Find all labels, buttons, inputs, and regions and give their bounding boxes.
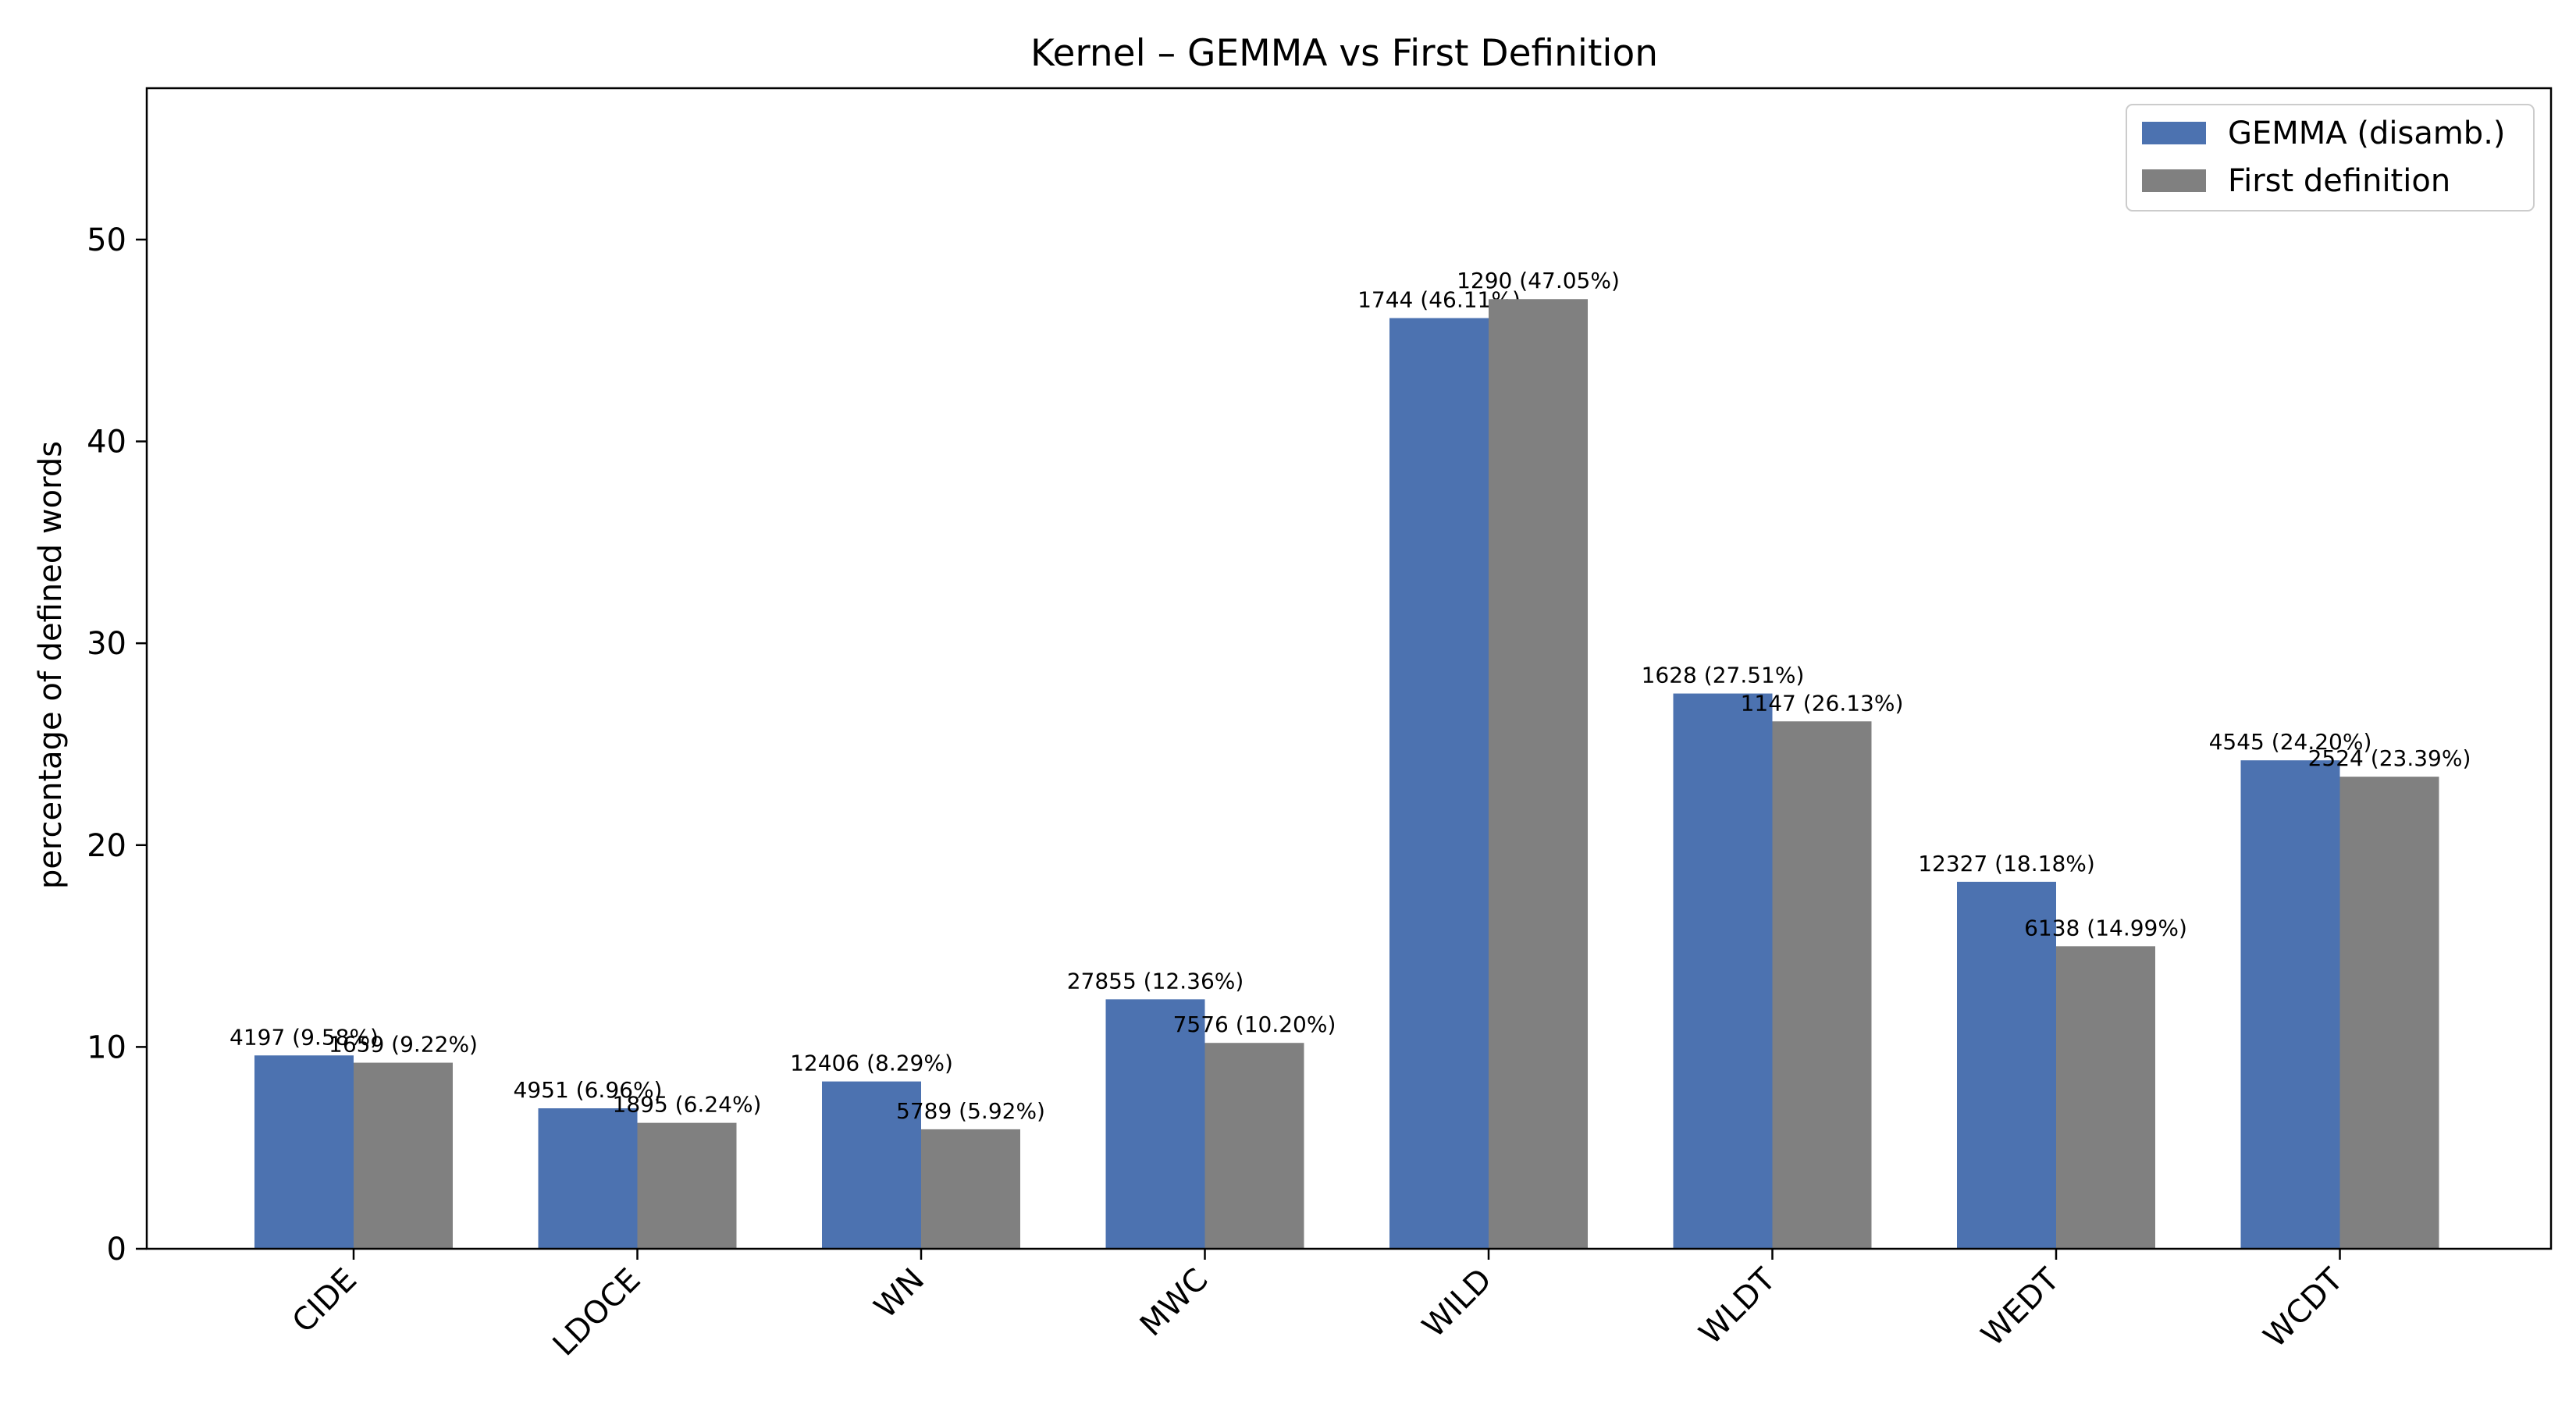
bar <box>1489 299 1588 1249</box>
y-tick-label: 40 <box>87 425 126 460</box>
bar <box>1772 721 1872 1249</box>
x-tick-label: WLDT <box>1692 1261 1783 1352</box>
bar-value-label: 4951 (6.96%) <box>514 1077 663 1103</box>
x-tick-label: CIDE <box>286 1262 364 1340</box>
axes-frame <box>145 87 2553 1250</box>
legend-label: First definition <box>2228 163 2450 199</box>
bar <box>2240 760 2340 1249</box>
x-tick-label: WCDT <box>2257 1261 2350 1355</box>
x-tick-label: WILD <box>1416 1262 1499 1345</box>
bar-value-label: 5789 (5.92%) <box>896 1098 1045 1124</box>
bar <box>538 1108 638 1249</box>
bar <box>822 1081 921 1249</box>
bar <box>921 1129 1020 1249</box>
bar <box>254 1055 354 1249</box>
bar <box>2339 777 2439 1249</box>
bar-value-label: 2524 (23.39%) <box>2308 745 2471 771</box>
bar-value-label: 12406 (8.29%) <box>790 1051 953 1076</box>
bar-value-label: 27855 (12.36%) <box>1067 968 1244 994</box>
bar <box>354 1062 453 1249</box>
y-tick-label: 10 <box>87 1029 126 1065</box>
legend-box <box>2126 104 2535 212</box>
legend-swatch <box>2142 122 2206 144</box>
y-tick-label: 0 <box>107 1232 126 1268</box>
bar <box>1673 693 1773 1249</box>
bar-value-label: 1628 (27.51%) <box>1642 663 1805 688</box>
bar-value-label: 1290 (47.05%) <box>1457 268 1620 293</box>
bar <box>637 1122 737 1249</box>
bar-value-label: 1659 (9.22%) <box>329 1032 478 1058</box>
bar <box>2056 946 2155 1249</box>
chart-title: Kernel – GEMMA vs First Definition <box>1030 32 1658 75</box>
plot-area: 4197 (9.58%) 4951 (6.96%) 12406 (8.29%) 278… <box>87 87 2553 1364</box>
bar-value-label: 4545 (24.20%) <box>2209 729 2372 755</box>
legend: GEMMA (disamb.) First definition <box>2126 104 2535 212</box>
bar-value-label: 12327 (18.18%) <box>1918 851 2095 876</box>
x-tick-label: LDOCE <box>546 1262 648 1364</box>
legend-label: GEMMA (disamb.) <box>2228 116 2506 151</box>
bar-value-label: 7576 (10.20%) <box>1173 1012 1336 1037</box>
legend-swatch <box>2142 169 2206 192</box>
bar-value-label: 1895 (6.24%) <box>613 1092 762 1118</box>
y-tick-label: 30 <box>87 626 126 662</box>
y-tick-label: 20 <box>87 828 126 864</box>
bar <box>1105 999 1205 1249</box>
y-axis-label: percentage of defined words <box>33 441 69 889</box>
x-tick-label: MWC <box>1133 1262 1215 1344</box>
bar-value-label: 1147 (26.13%) <box>1741 690 1904 716</box>
bar-value-label: 6138 (14.99%) <box>2024 915 2187 940</box>
bar <box>1957 881 2056 1249</box>
bar <box>1204 1043 1304 1249</box>
y-tick-label: 50 <box>87 222 126 258</box>
bar-value-label: 4197 (9.58%) <box>229 1024 379 1050</box>
x-tick-label: WN <box>867 1262 931 1326</box>
x-tick-label: WEDT <box>1975 1261 2067 1353</box>
bar <box>1389 318 1489 1249</box>
